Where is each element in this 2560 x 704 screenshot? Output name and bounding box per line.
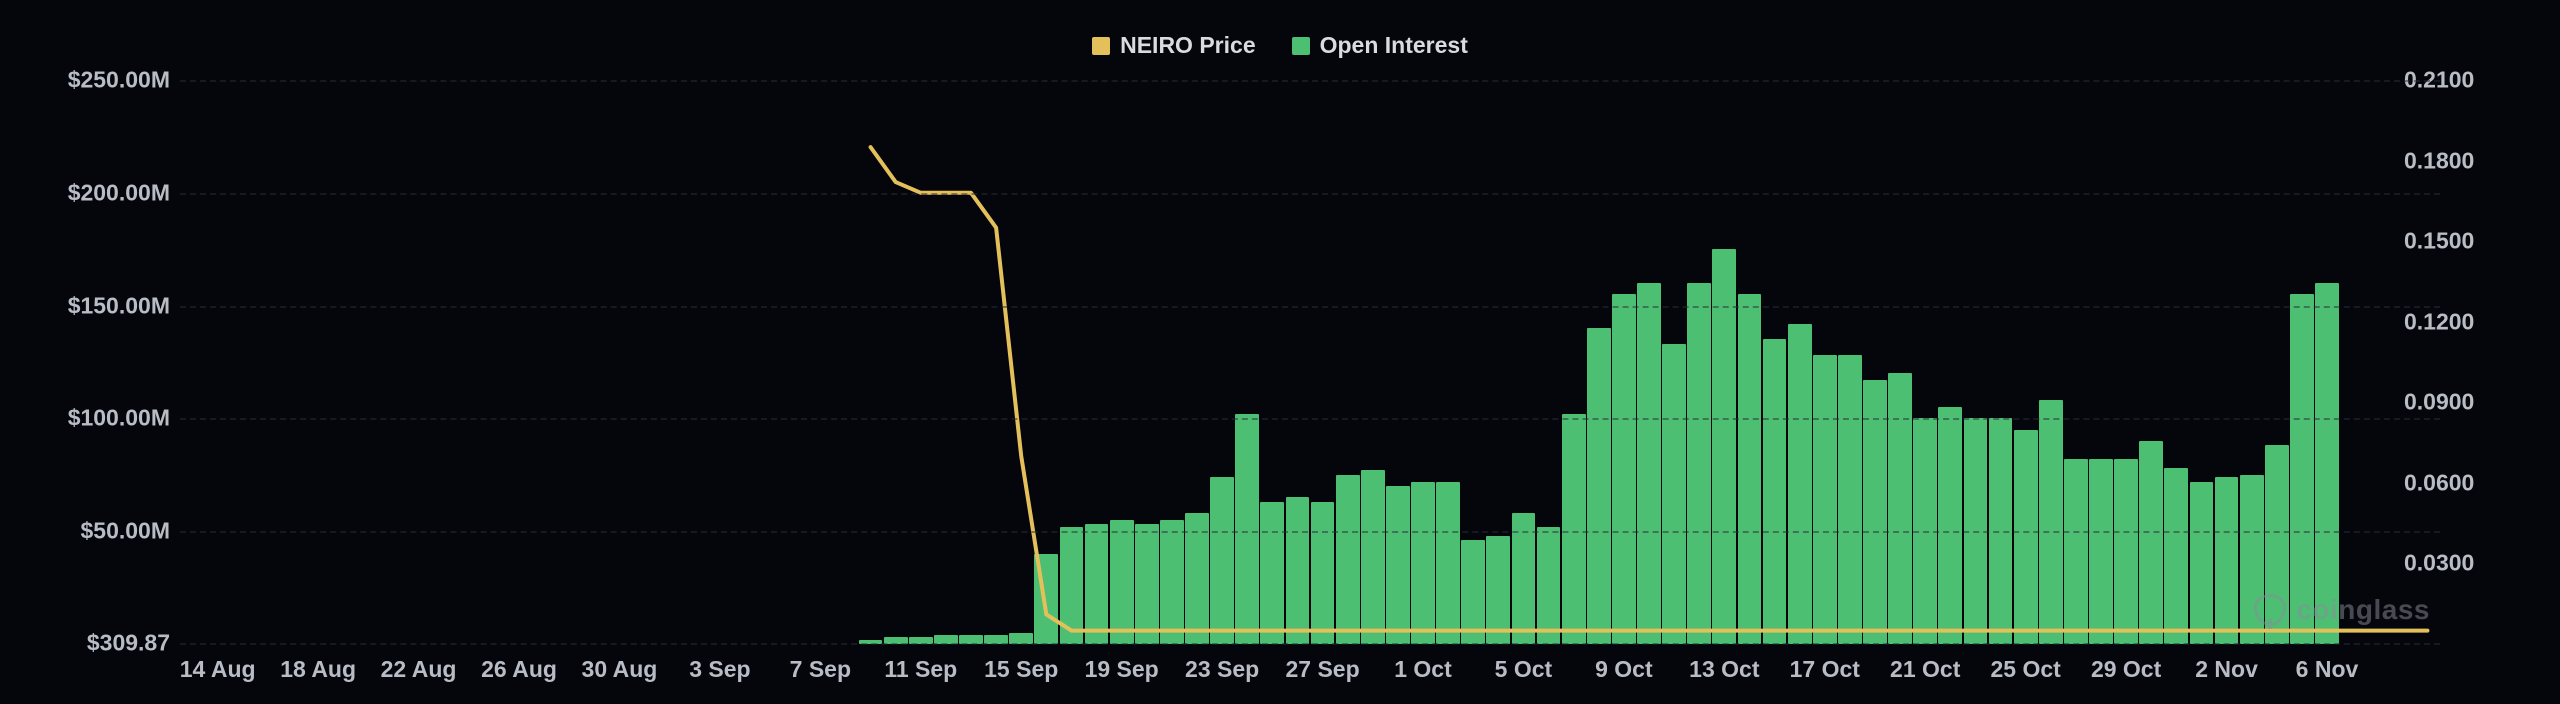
x-tick: 3 Sep bbox=[689, 656, 750, 683]
x-tick: 27 Sep bbox=[1285, 656, 1359, 683]
legend-item-oi: Open Interest bbox=[1292, 32, 1468, 59]
oi-bar[interactable] bbox=[2139, 441, 2163, 644]
y-left-tick: $50.00M bbox=[0, 518, 170, 545]
oi-bar[interactable] bbox=[1386, 486, 1410, 644]
oi-bar[interactable] bbox=[2089, 459, 2113, 644]
gridline bbox=[180, 306, 2440, 308]
oi-bar[interactable] bbox=[2014, 430, 2038, 644]
oi-bar[interactable] bbox=[1034, 554, 1058, 644]
oi-bar[interactable] bbox=[1838, 355, 1862, 644]
oi-bar[interactable] bbox=[1009, 633, 1033, 644]
x-tick: 2 Nov bbox=[2195, 656, 2258, 683]
gridline bbox=[180, 643, 2440, 645]
oi-bar[interactable] bbox=[1160, 520, 1184, 644]
oi-bar[interactable] bbox=[1210, 477, 1234, 644]
bars-layer bbox=[180, 80, 2440, 644]
x-tick: 14 Aug bbox=[180, 656, 256, 683]
oi-bar[interactable] bbox=[1612, 294, 1636, 644]
x-tick: 26 Aug bbox=[481, 656, 557, 683]
x-tick: 15 Sep bbox=[984, 656, 1058, 683]
x-tick: 22 Aug bbox=[381, 656, 457, 683]
oi-bar[interactable] bbox=[1486, 536, 1510, 644]
oi-bar[interactable] bbox=[1763, 339, 1787, 644]
x-tick: 13 Oct bbox=[1689, 656, 1759, 683]
oi-bar[interactable] bbox=[2039, 400, 2063, 644]
oi-bar[interactable] bbox=[1436, 482, 1460, 644]
legend: NEIRO Price Open Interest bbox=[0, 32, 2560, 59]
watermark: coinglass bbox=[2254, 594, 2430, 626]
oi-bar[interactable] bbox=[2315, 283, 2339, 644]
oi-bar[interactable] bbox=[1286, 497, 1310, 644]
chart-container: NEIRO Price Open Interest $309.87 $50.00M… bbox=[0, 0, 2560, 704]
gridline bbox=[180, 193, 2440, 195]
oi-bar[interactable] bbox=[1260, 502, 1284, 644]
oi-bar[interactable] bbox=[1110, 520, 1134, 644]
oi-bar[interactable] bbox=[1085, 524, 1109, 644]
y-left-tick: $250.00M bbox=[0, 67, 170, 94]
oi-bar[interactable] bbox=[1562, 414, 1586, 644]
gridline bbox=[180, 418, 2440, 420]
oi-bar[interactable] bbox=[1587, 328, 1611, 644]
oi-bar[interactable] bbox=[1712, 249, 1736, 644]
oi-bar[interactable] bbox=[1888, 373, 1912, 644]
x-tick: 30 Aug bbox=[582, 656, 658, 683]
x-tick: 1 Oct bbox=[1394, 656, 1452, 683]
legend-swatch-price bbox=[1092, 37, 1110, 55]
gridline bbox=[180, 80, 2440, 82]
y-left-tick: $200.00M bbox=[0, 179, 170, 206]
oi-bar[interactable] bbox=[1060, 527, 1084, 644]
watermark-text: coinglass bbox=[2296, 594, 2430, 626]
oi-bar[interactable] bbox=[1336, 475, 1360, 644]
y-left-tick: $150.00M bbox=[0, 292, 170, 319]
oi-bar[interactable] bbox=[1135, 524, 1159, 644]
x-tick: 7 Sep bbox=[790, 656, 851, 683]
x-tick: 19 Sep bbox=[1085, 656, 1159, 683]
legend-swatch-oi bbox=[1292, 37, 1310, 55]
x-axis: 14 Aug 18 Aug 22 Aug 26 Aug 30 Aug 3 Sep 7 Sep… bbox=[180, 656, 2440, 686]
x-tick: 5 Oct bbox=[1495, 656, 1553, 683]
oi-bar[interactable] bbox=[1637, 283, 1661, 644]
oi-bar[interactable] bbox=[1235, 414, 1259, 644]
x-tick: 18 Aug bbox=[280, 656, 356, 683]
oi-bar[interactable] bbox=[1461, 540, 1485, 644]
legend-label-oi: Open Interest bbox=[1320, 32, 1468, 59]
y-left-tick: $309.87 bbox=[0, 630, 170, 657]
oi-bar[interactable] bbox=[2290, 294, 2314, 644]
oi-bar[interactable] bbox=[1537, 527, 1561, 644]
oi-bar[interactable] bbox=[1662, 344, 1686, 644]
plot-area[interactable] bbox=[180, 80, 2440, 644]
y-axis-left: $309.87$50.00M$100.00M$150.00M$200.00M$2… bbox=[0, 80, 170, 644]
oi-bar[interactable] bbox=[1788, 324, 1812, 644]
x-tick: 6 Nov bbox=[2296, 656, 2359, 683]
oi-bar[interactable] bbox=[1411, 482, 1435, 644]
x-tick: 29 Oct bbox=[2091, 656, 2161, 683]
oi-bar[interactable] bbox=[1813, 355, 1837, 644]
oi-bar[interactable] bbox=[1311, 502, 1335, 644]
watermark-icon bbox=[2254, 594, 2286, 626]
x-tick: 23 Sep bbox=[1185, 656, 1259, 683]
oi-bar[interactable] bbox=[1938, 407, 1962, 644]
x-tick: 17 Oct bbox=[1790, 656, 1860, 683]
oi-bar[interactable] bbox=[2064, 459, 2088, 644]
gridline bbox=[180, 531, 2440, 533]
oi-bar[interactable] bbox=[2114, 459, 2138, 644]
legend-label-price: NEIRO Price bbox=[1120, 32, 1256, 59]
oi-bar[interactable] bbox=[1687, 283, 1711, 644]
x-tick: 9 Oct bbox=[1595, 656, 1653, 683]
y-left-tick: $100.00M bbox=[0, 405, 170, 432]
legend-item-price: NEIRO Price bbox=[1092, 32, 1256, 59]
oi-bar[interactable] bbox=[1738, 294, 1762, 644]
oi-bar[interactable] bbox=[1361, 470, 1385, 644]
x-tick: 25 Oct bbox=[1990, 656, 2060, 683]
x-tick: 21 Oct bbox=[1890, 656, 1960, 683]
oi-bar[interactable] bbox=[2190, 482, 2214, 644]
oi-bar[interactable] bbox=[2164, 468, 2188, 644]
oi-bar[interactable] bbox=[2215, 477, 2239, 644]
x-tick: 11 Sep bbox=[884, 656, 957, 683]
